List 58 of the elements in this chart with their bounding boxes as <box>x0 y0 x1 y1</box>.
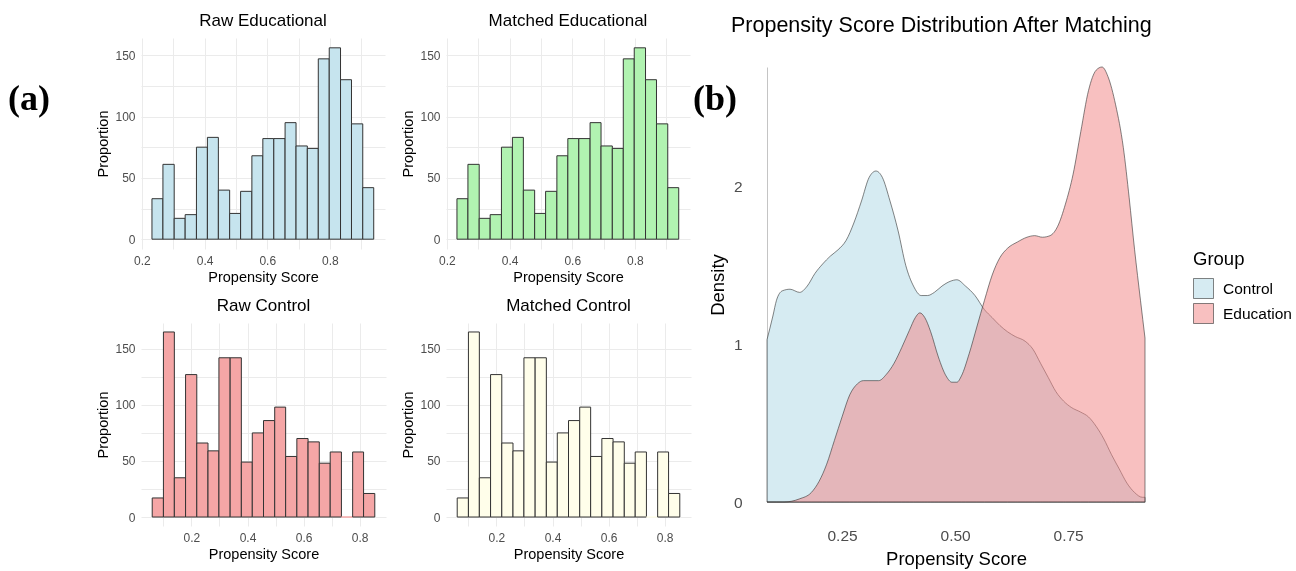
y-tick-label: 100 <box>420 110 441 125</box>
y-axis-title: Proportion <box>95 110 112 178</box>
x-tick-label: 0.8 <box>322 253 340 268</box>
y-tick-label: 150 <box>420 48 441 63</box>
x-axis-title: Propensity Score <box>513 268 624 285</box>
y-tick-label: 50 <box>122 171 136 186</box>
x-tick-label: 0.6 <box>564 253 582 268</box>
x-tick-label: 0.4 <box>239 530 257 545</box>
y-tick-label: 100 <box>115 110 136 125</box>
chart-title: Matched Control <box>506 296 631 315</box>
x-tick-label: 0.6 <box>600 530 618 545</box>
legend-label: Education <box>1223 304 1292 322</box>
y-axis-title: Density <box>706 253 728 316</box>
y-tick-label: 0 <box>128 510 136 525</box>
x-axis-title: Propensity Score <box>208 268 319 285</box>
text: (a) <box>8 78 50 118</box>
x-tick-label: 0.50 <box>940 526 972 544</box>
x-tick-label: 0.2 <box>439 253 457 268</box>
y-axis-title: Proportion <box>400 391 417 459</box>
x-tick-label: 0.6 <box>295 530 313 545</box>
y-tick-label: 0 <box>733 493 743 511</box>
chart-title: Raw Educational <box>199 11 327 30</box>
x-tick-label: 0.25 <box>827 526 858 544</box>
x-tick-label: 0.2 <box>183 530 201 545</box>
x-tick-label: 0.8 <box>351 530 369 545</box>
y-tick-label: 0 <box>433 232 441 247</box>
x-tick-label: 0.8 <box>627 253 645 268</box>
y-tick-label: 2 <box>733 178 743 196</box>
text: (b) <box>693 78 737 118</box>
y-tick-label: 0 <box>128 232 136 247</box>
y-axis-title: Proportion <box>95 391 112 459</box>
y-tick-label: 100 <box>420 398 441 413</box>
y-tick-label: 1 <box>733 335 743 353</box>
y-tick-label: 150 <box>115 48 136 63</box>
y-tick-label: 50 <box>427 454 441 469</box>
chart-title: Raw Control <box>216 296 311 315</box>
x-tick-label: 0.75 <box>1053 526 1084 544</box>
x-tick-label: 0.2 <box>134 253 152 268</box>
y-tick-label: 150 <box>420 342 441 357</box>
y-axis-title: Proportion <box>400 110 417 178</box>
x-tick-label: 0.8 <box>656 530 674 545</box>
x-tick-label: 0.6 <box>259 253 277 268</box>
legend-title: Group <box>1193 247 1245 269</box>
y-tick-label: 50 <box>122 454 136 469</box>
y-tick-label: 50 <box>427 171 441 186</box>
x-axis-title: Propensity Score <box>886 548 1027 569</box>
x-tick-label: 0.4 <box>544 530 562 545</box>
x-tick-label: 0.4 <box>501 253 519 268</box>
x-axis-title: Propensity Score <box>208 545 320 562</box>
y-tick-label: 150 <box>115 342 136 357</box>
y-tick-label: 0 <box>433 510 441 525</box>
legend-label: Control <box>1223 279 1273 297</box>
chart-title: Propensity Score Distribution After Matching <box>731 13 1152 38</box>
chart-title: Matched Educational <box>488 11 648 30</box>
x-tick-label: 0.4 <box>196 253 214 268</box>
y-tick-label: 100 <box>115 398 136 413</box>
x-tick-label: 0.2 <box>488 530 506 545</box>
x-axis-title: Propensity Score <box>513 545 625 562</box>
